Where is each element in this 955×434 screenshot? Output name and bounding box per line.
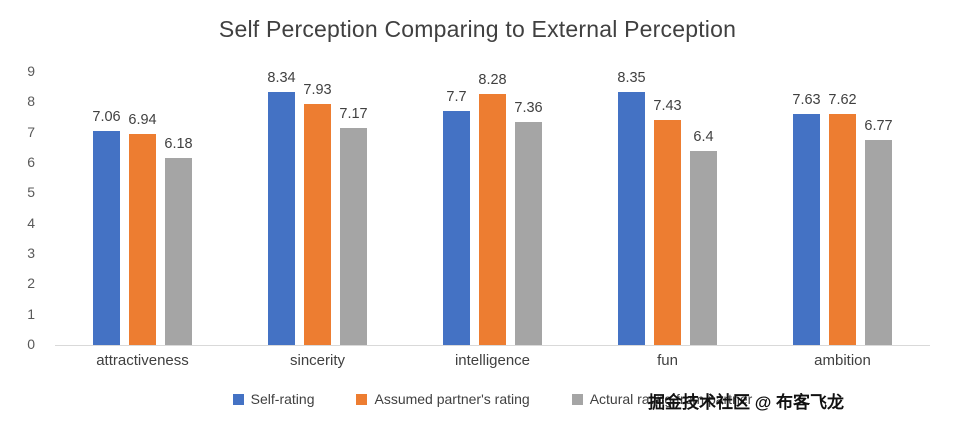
x-category-label: attractiveness (96, 352, 189, 369)
legend-item-assumed-partner-s-rating: Assumed partner's rating (356, 391, 530, 407)
legend-label-self-rating: Self-rating (250, 391, 315, 407)
bar-self-rating-fun (618, 92, 645, 345)
y-tick-label: 0 (27, 336, 35, 352)
y-tick-label: 9 (27, 63, 35, 79)
bar-actural-rating-from-partner-intelligence (515, 122, 542, 345)
data-label-actural-rating-from-partner-sincerity: 7.17 (339, 106, 368, 122)
y-tick-label: 2 (27, 275, 35, 292)
data-label-actural-rating-from-partner-fun: 6.4 (693, 129, 714, 145)
data-label-assumed-partner-s-rating-intelligence: 8.28 (478, 72, 507, 88)
y-tick-label: 4 (27, 214, 35, 231)
x-category-label: fun (657, 352, 678, 369)
y-tick-label: 5 (27, 184, 35, 201)
x-axis: attractiveness sincerity intelligence fun am… (55, 352, 930, 372)
legend-label-actural-rating-from-partner: Actural rating from partner (589, 391, 753, 407)
chart-title: Self Perception Comparing to External Pe… (218, 16, 737, 42)
bar-self-rating-attractiveness (93, 131, 120, 345)
legend-item-self-rating: Self-rating (232, 391, 315, 407)
data-label-assumed-partner-s-rating-attractiveness: 6.94 (128, 112, 157, 128)
legend-swatch-self-rating (232, 393, 244, 405)
data-label-actural-rating-from-partner-attractiveness: 6.18 (164, 136, 193, 152)
y-axis: 0 1 2 3 4 5 6 7 8 9 (0, 63, 48, 352)
data-label-self-rating-attractiveness: 7.06 (92, 109, 121, 125)
bar-self-rating-intelligence (443, 111, 470, 345)
bar-actural-rating-from-partner-sincerity (340, 128, 367, 345)
bar-actural-rating-from-partner-ambition (865, 140, 892, 345)
watermark: 掘金技术社区 @ 布客飞龙 (648, 393, 845, 412)
data-label-actural-rating-from-partner-ambition: 6.77 (864, 118, 893, 134)
x-category-label: ambition (814, 352, 871, 369)
bar-assumed-partner-s-rating-fun (654, 120, 681, 345)
data-label-assumed-partner-s-rating-ambition: 7.62 (828, 92, 857, 108)
data-label-self-rating-sincerity: 8.34 (267, 70, 296, 86)
y-tick-label: 3 (27, 245, 35, 261)
legend-swatch-actural-rating-from-partner (571, 393, 583, 405)
bar-self-rating-sincerity (268, 92, 295, 345)
data-label-self-rating-intelligence: 7.7 (446, 89, 467, 105)
bar-assumed-partner-s-rating-sincerity (304, 104, 331, 345)
bar-self-rating-ambition (793, 114, 820, 345)
plot-area: 7.06 6.94 6.18 8.34 7.93 7.17 7.7 8.28 7.36 8.35 7… (55, 70, 930, 346)
bar-assumed-partner-s-rating-intelligence (479, 94, 506, 345)
x-category-label: sincerity (289, 352, 345, 369)
y-tick-label: 1 (27, 305, 35, 322)
data-label-self-rating-ambition: 7.63 (792, 92, 821, 108)
x-category-label: intelligence (454, 352, 531, 369)
legend: Self-rating Assumed partner's rating Actur… (55, 391, 930, 407)
y-tick-label: 8 (27, 93, 35, 110)
data-label-assumed-partner-s-rating-sincerity: 7.93 (303, 82, 332, 98)
legend-item-actural-rating-from-partner: Actural rating from partner (571, 391, 753, 407)
bar-assumed-partner-s-rating-ambition (829, 114, 856, 345)
y-tick-label: 7 (27, 123, 35, 140)
y-tick-label: 6 (27, 154, 35, 170)
bar-assumed-partner-s-rating-attractiveness (129, 134, 156, 345)
data-label-actural-rating-from-partner-intelligence: 7.36 (514, 100, 543, 116)
bar-actural-rating-from-partner-fun (690, 151, 717, 345)
data-label-self-rating-fun: 8.35 (617, 70, 646, 86)
legend-swatch-assumed-partner-s-rating (356, 393, 368, 405)
data-label-assumed-partner-s-rating-fun: 7.43 (653, 98, 682, 114)
legend-label-assumed-partner-s-rating: Assumed partner's rating (374, 391, 530, 407)
bar-actural-rating-from-partner-attractiveness (165, 158, 192, 345)
